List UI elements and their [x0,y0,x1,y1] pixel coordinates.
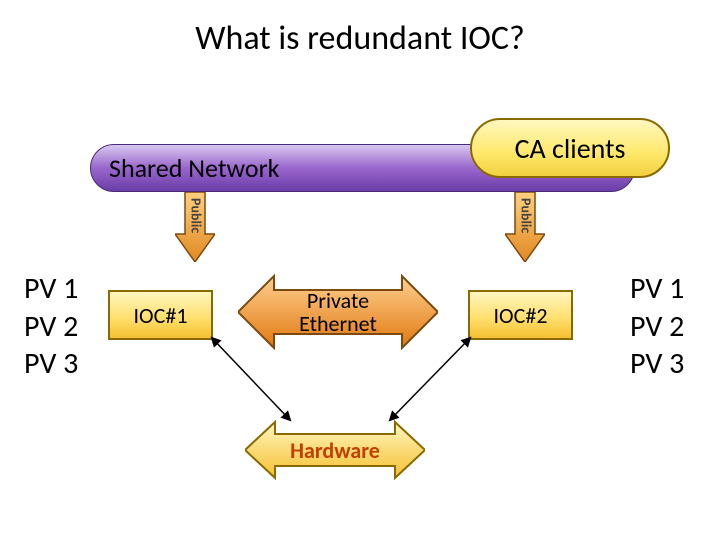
hardware-arrow: Hardware [245,420,425,480]
hardware-label: Hardware [245,420,425,480]
